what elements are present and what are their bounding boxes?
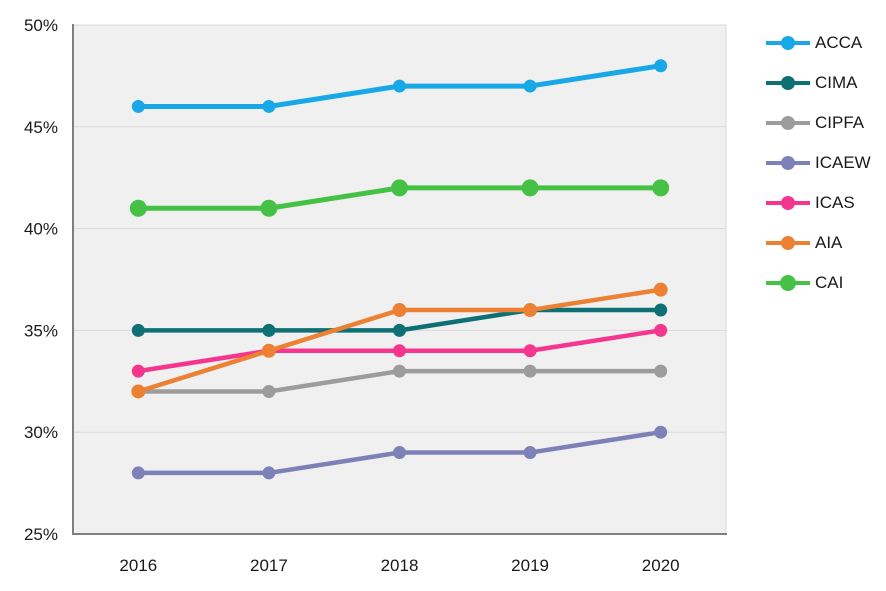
- legend-line-marker-icon: [766, 30, 810, 56]
- data-point-AIA-2017: [261, 343, 276, 358]
- data-point-ICAS-2019: [523, 344, 537, 358]
- data-point-CAI-2020: [652, 179, 670, 197]
- data-point-CAI-2016: [129, 199, 147, 217]
- data-point-CAI-2018: [391, 179, 408, 197]
- data-point-ICAEW-2016: [131, 466, 145, 480]
- x-tick-2019: 2019: [511, 556, 549, 575]
- legend-item-CIMA: CIMA: [766, 70, 871, 96]
- data-point-CIPFA-2020: [654, 364, 668, 378]
- data-point-ACCA-2017: [262, 99, 276, 113]
- data-point-CIMA-2020: [654, 303, 668, 317]
- y-tick-35pct: 35%: [24, 321, 58, 340]
- data-point-ICAEW-2019: [523, 446, 537, 460]
- plot-area: 25% 30% 35% 40% 45% 50% 2016 2017 2018 2019 2020: [24, 16, 727, 575]
- legend-label-CIMA: CIMA: [815, 73, 858, 92]
- legend-label-CIPFA: CIPFA: [815, 113, 865, 132]
- data-point-CAI-2017: [260, 199, 278, 217]
- legend-item-AIA: AIA: [766, 230, 871, 256]
- legend-line-marker-icon: [766, 70, 810, 96]
- legend-line-marker-icon: [766, 270, 810, 296]
- data-point-CIMA-2018: [393, 323, 406, 337]
- data-point-CIMA-2016: [131, 323, 145, 337]
- x-tick-2016: 2016: [119, 556, 157, 575]
- data-point-CIPFA-2018: [393, 364, 406, 378]
- legend-line-marker-icon: [766, 230, 810, 256]
- y-tick-45pct: 45%: [24, 118, 58, 137]
- legend-line-marker-icon: [766, 190, 810, 216]
- data-point-ICAEW-2020: [654, 425, 668, 439]
- data-point-AIA-2019: [523, 303, 538, 318]
- x-tick-2017: 2017: [250, 556, 288, 575]
- data-point-ACCA-2018: [393, 79, 406, 93]
- data-point-CIPFA-2019: [523, 364, 537, 378]
- data-point-AIA-2020: [653, 282, 668, 297]
- legend-label-ACCA: ACCA: [815, 33, 863, 52]
- data-point-AIA-2018: [392, 303, 407, 318]
- data-point-ACCA-2016: [131, 99, 145, 113]
- legend-item-ACCA: ACCA: [766, 30, 871, 56]
- legend-label-ICAEW: ICAEW: [815, 153, 871, 172]
- legend-item-ICAEW: ICAEW: [766, 150, 871, 176]
- data-point-ICAS-2018: [393, 344, 406, 358]
- legend-item-CIPFA: CIPFA: [766, 110, 871, 136]
- data-point-AIA-2016: [131, 384, 146, 399]
- data-point-ACCA-2020: [654, 59, 668, 73]
- data-point-CAI-2019: [521, 179, 539, 197]
- y-tick-25pct: 25%: [24, 525, 58, 544]
- legend-label-AIA: AIA: [815, 233, 843, 252]
- data-point-CIPFA-2017: [262, 384, 276, 398]
- data-point-ICAEW-2018: [393, 446, 406, 460]
- y-tick-50pct: 50%: [24, 16, 58, 35]
- legend-label-CAI: CAI: [815, 273, 844, 292]
- y-tick-30pct: 30%: [24, 423, 58, 442]
- data-point-CIMA-2017: [262, 323, 276, 337]
- data-point-ICAS-2020: [654, 323, 668, 337]
- data-point-ACCA-2019: [523, 79, 537, 93]
- legend-item-CAI: CAI: [766, 270, 871, 296]
- legend-item-ICAS: ICAS: [766, 190, 871, 216]
- y-tick-40pct: 40%: [24, 220, 58, 239]
- legend-line-marker-icon: [766, 150, 810, 176]
- chart-legend: ACCA CIMA CIPFA ICAEW ICAS AIA CAI: [766, 30, 871, 296]
- legend-label-ICAS: ICAS: [815, 193, 855, 212]
- legend-line-marker-icon: [766, 110, 810, 136]
- data-point-ICAS-2016: [131, 364, 145, 378]
- x-tick-2018: 2018: [381, 556, 419, 575]
- data-point-ICAEW-2017: [262, 466, 276, 480]
- x-tick-2020: 2020: [642, 556, 680, 575]
